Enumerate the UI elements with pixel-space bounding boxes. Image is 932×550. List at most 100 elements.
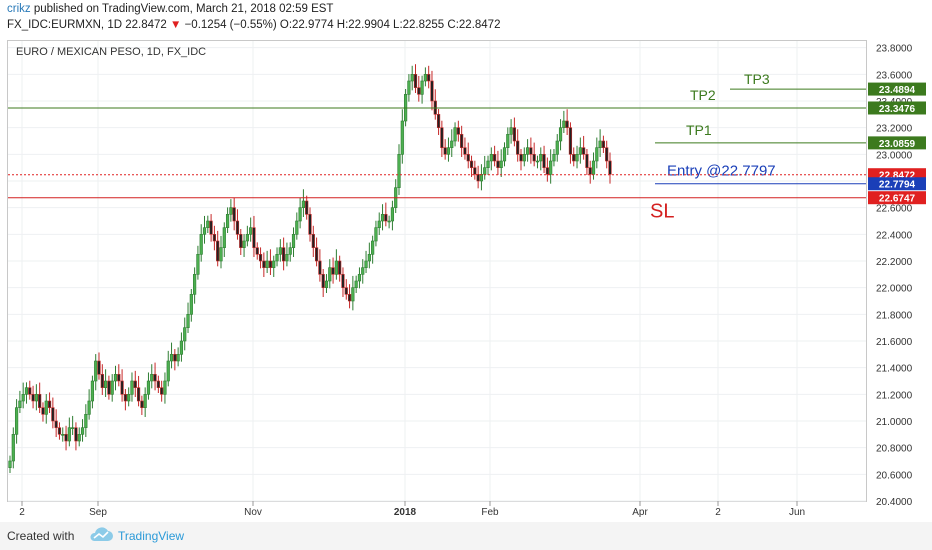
candle-body — [496, 160, 500, 168]
candle-body — [133, 380, 137, 388]
candle-body — [117, 374, 121, 382]
candle-body — [410, 74, 414, 82]
candle-body — [87, 400, 91, 415]
candle-body — [377, 220, 381, 228]
candle-body — [430, 80, 434, 102]
candle-body — [493, 154, 497, 162]
candle-body — [110, 380, 114, 395]
candle-body — [291, 234, 296, 248]
candle-body — [239, 234, 243, 248]
price-label: 23.3476 — [879, 104, 916, 115]
candle-body — [460, 134, 464, 148]
candle-body — [262, 260, 266, 268]
candle-body — [578, 147, 582, 155]
candle-body — [588, 167, 592, 175]
candle-body — [38, 394, 42, 408]
candle-body — [245, 234, 249, 242]
y-tick-label: 22.0000 — [876, 284, 913, 295]
level-label-tp1: TP1 — [686, 122, 712, 138]
candle-body — [140, 400, 144, 408]
candle-body — [413, 74, 418, 88]
author-link[interactable]: crikz — [7, 3, 31, 15]
x-tick-label: Nov — [244, 507, 262, 518]
candle-body — [189, 294, 193, 315]
x-tick-label: 2 — [19, 507, 25, 518]
candle-body — [311, 234, 315, 248]
candle-body — [176, 354, 180, 362]
tradingview-cloud-icon[interactable] — [88, 527, 114, 543]
candle-body — [225, 214, 230, 228]
candle-body — [308, 214, 312, 235]
candle-body — [216, 240, 220, 262]
candle-body — [74, 427, 78, 442]
candle-body — [107, 380, 111, 395]
price-label: 22.8472 — [879, 171, 916, 182]
price-label-box — [868, 101, 926, 115]
candle-body — [90, 380, 95, 402]
candle-body — [84, 414, 88, 428]
candle-body — [229, 207, 233, 215]
candle-body — [450, 140, 454, 148]
y-tick-label: 23.0000 — [876, 150, 913, 161]
y-tick-label: 20.8000 — [876, 444, 913, 455]
symbol-price: FX_IDC:EURMXN, 1D 22.8472 — [7, 19, 167, 31]
candle-body — [585, 154, 589, 168]
price-chart[interactable]: TP2 TP3 TP1 Entry @22.7797 SL 20.4000 20.6000… — [0, 0, 932, 522]
candle-body — [397, 154, 401, 188]
x-tick-label: Sep — [89, 507, 107, 518]
candle-body — [242, 240, 246, 248]
symbol-quote-line: FX_IDC:EURMXN, 1D 22.8472 ▼ −0.1254 (−0.… — [7, 19, 500, 31]
candle-body — [295, 220, 299, 235]
candle-body — [54, 420, 58, 428]
candle-body — [499, 160, 503, 168]
candle-body — [324, 280, 329, 288]
candle-body — [120, 380, 124, 395]
candle-body — [354, 280, 358, 288]
candle-body — [318, 260, 322, 275]
candle-body — [417, 87, 421, 95]
candle-body — [582, 147, 586, 155]
candle-body — [24, 387, 29, 395]
candle-body — [80, 427, 85, 435]
candle-body — [288, 247, 292, 255]
candle-body — [361, 267, 365, 275]
y-tick-label: 20.4000 — [876, 497, 913, 508]
level-label-sl: SL — [650, 201, 674, 223]
candle-body — [605, 147, 609, 162]
candle-body — [535, 160, 540, 163]
candle-body — [272, 260, 276, 268]
candle-body — [483, 167, 487, 175]
candle-body — [387, 220, 391, 223]
candle-body — [51, 407, 55, 422]
candle-body — [169, 354, 174, 362]
candle-body — [166, 360, 170, 382]
candle-body — [344, 287, 348, 295]
candle-body — [199, 234, 203, 255]
candle-body — [41, 407, 45, 415]
candle-body — [232, 207, 236, 222]
footer: Created with TradingView — [0, 522, 932, 550]
candle-body — [486, 160, 490, 168]
candle-body — [562, 120, 566, 128]
candle-body — [77, 434, 81, 442]
price-label-box — [868, 82, 926, 96]
level-label-entry: Entry @22.7797 — [667, 163, 776, 180]
candle-body — [469, 160, 474, 168]
x-axis: 2 Sep Nov 2018 Feb Apr 2 Jun — [19, 501, 805, 518]
candle-body — [351, 287, 355, 302]
candle-body — [453, 127, 457, 142]
candle-body — [202, 227, 207, 235]
candle-body — [31, 394, 35, 402]
candle-body — [334, 260, 338, 275]
tradingview-link[interactable]: TradingView — [118, 529, 185, 543]
candle-body — [446, 147, 451, 155]
candle-body — [522, 154, 526, 162]
candle-body — [423, 74, 427, 82]
candle-body — [255, 247, 259, 255]
candle-body — [555, 140, 559, 155]
candle-body — [512, 127, 516, 142]
y-tick-label: 21.6000 — [876, 337, 913, 348]
y-tick-label: 22.2000 — [876, 257, 913, 268]
y-tick-label: 20.6000 — [876, 470, 913, 481]
x-tick-label: Jun — [789, 507, 805, 518]
